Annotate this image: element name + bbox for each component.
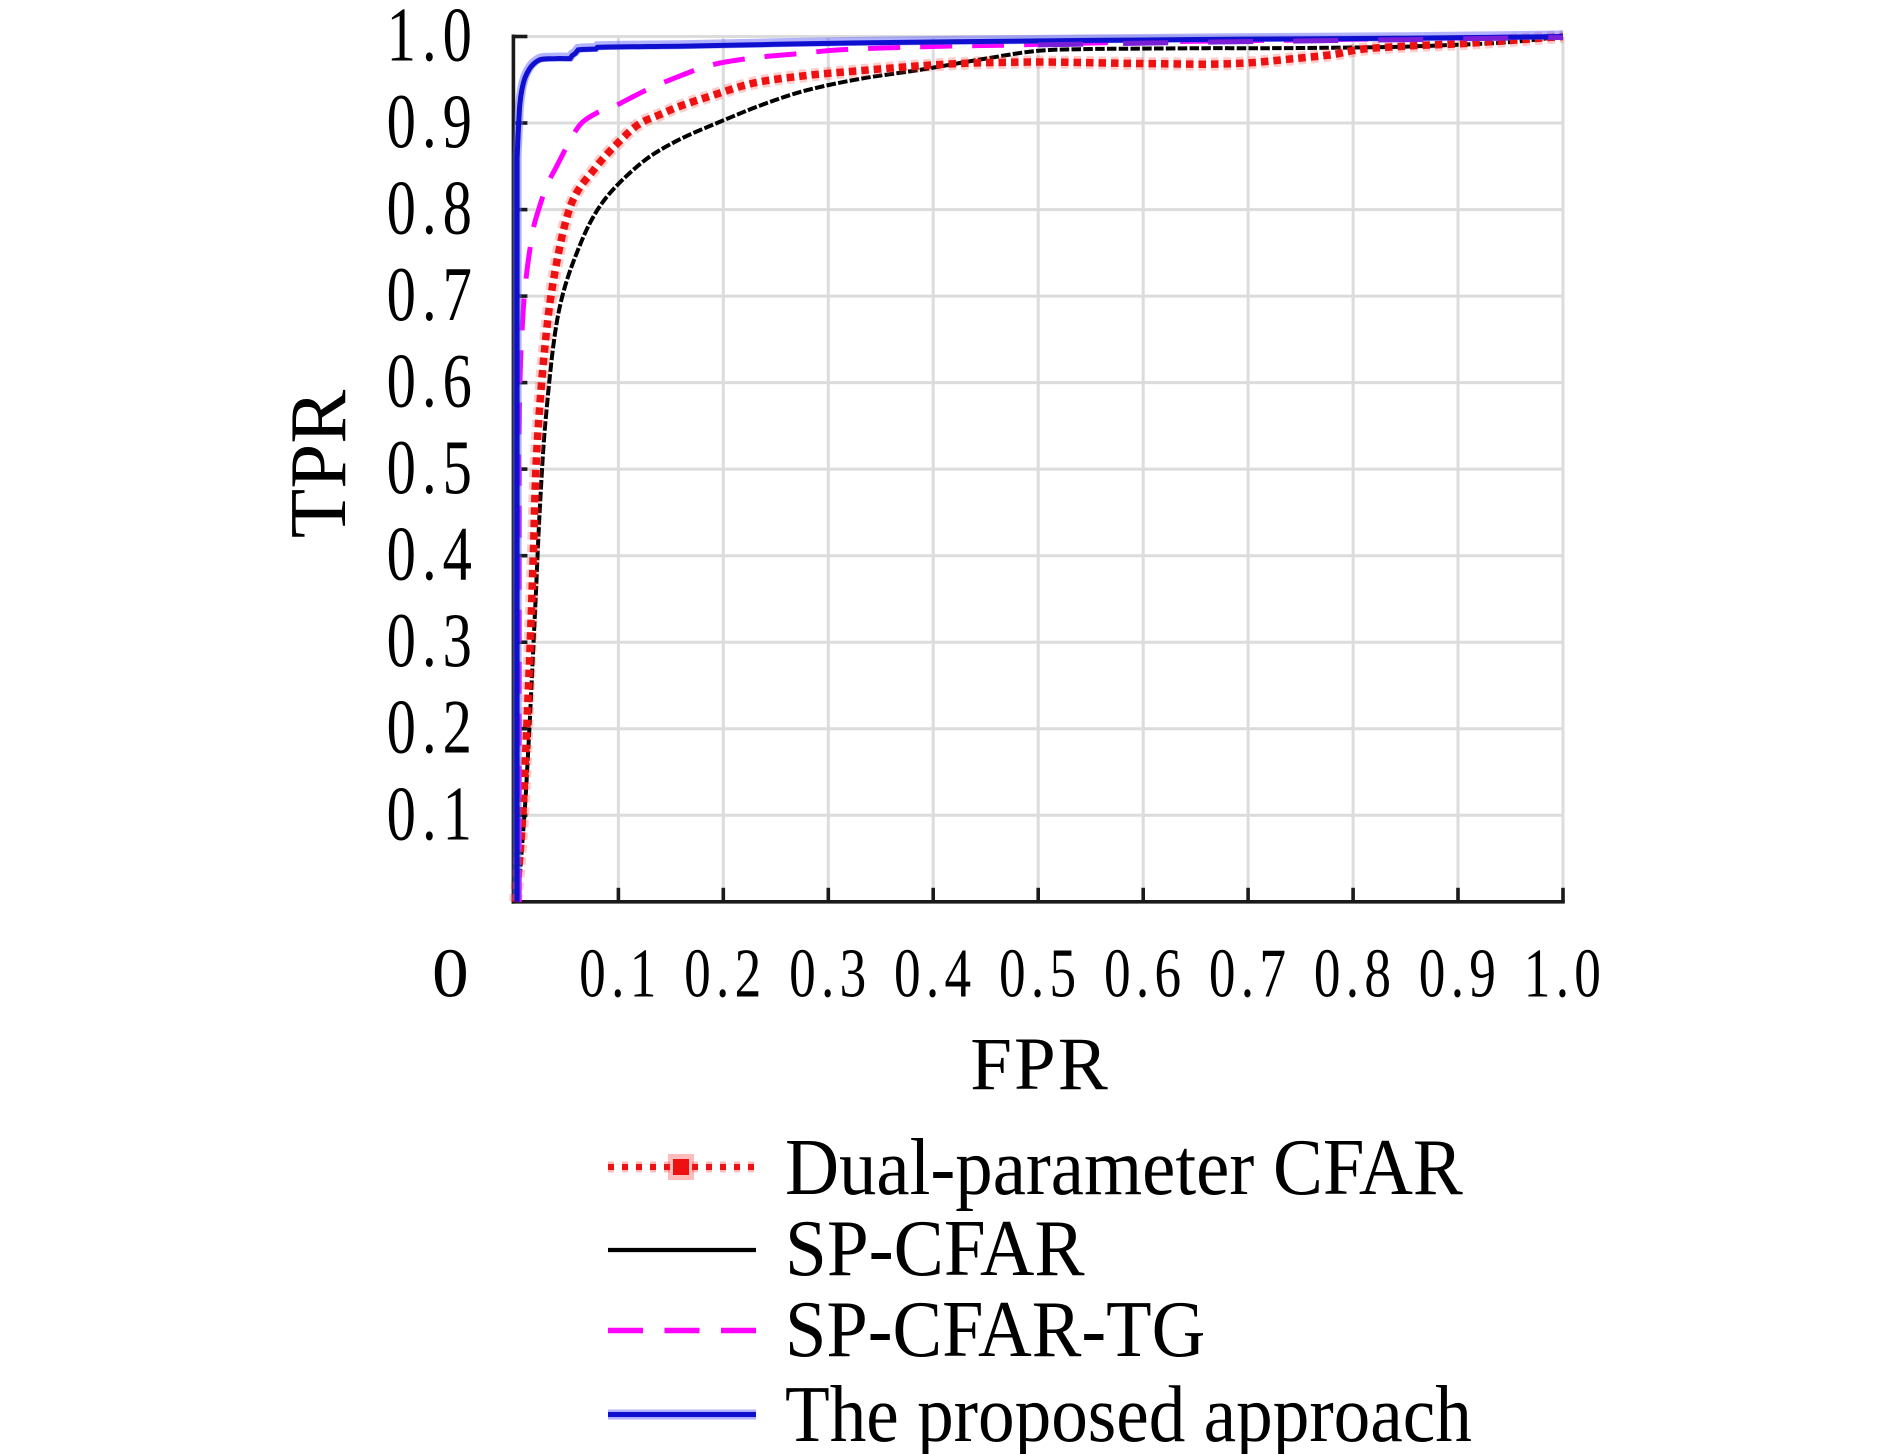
svg-text:0.3: 0.3 bbox=[789, 936, 871, 1013]
svg-text:SP-CFAR: SP-CFAR bbox=[785, 1204, 1085, 1293]
svg-text:0.5: 0.5 bbox=[999, 936, 1081, 1013]
svg-text:0.7: 0.7 bbox=[387, 251, 478, 337]
svg-text:The proposed approach: The proposed approach bbox=[785, 1370, 1472, 1454]
svg-text:0.8: 0.8 bbox=[387, 165, 478, 251]
svg-text:0.9: 0.9 bbox=[1419, 936, 1501, 1013]
svg-text:0: 0 bbox=[432, 934, 476, 1012]
svg-text:1.0: 1.0 bbox=[1524, 936, 1606, 1013]
svg-text:0.7: 0.7 bbox=[1209, 936, 1291, 1013]
svg-text:TPR: TPR bbox=[273, 390, 363, 539]
svg-text:0.1: 0.1 bbox=[387, 771, 478, 857]
svg-text:0.6: 0.6 bbox=[1104, 936, 1186, 1013]
svg-text:0.3: 0.3 bbox=[387, 598, 478, 684]
svg-text:0.5: 0.5 bbox=[387, 424, 478, 510]
svg-text:0.9: 0.9 bbox=[387, 78, 478, 164]
svg-text:0.1: 0.1 bbox=[579, 936, 661, 1013]
svg-text:0.2: 0.2 bbox=[684, 936, 766, 1013]
svg-text:SP-CFAR-TG: SP-CFAR-TG bbox=[785, 1285, 1205, 1374]
svg-text:Dual-parameter CFAR: Dual-parameter CFAR bbox=[785, 1123, 1463, 1212]
svg-text:0.4: 0.4 bbox=[894, 936, 976, 1013]
svg-text:FPR: FPR bbox=[970, 1023, 1109, 1106]
svg-text:0.4: 0.4 bbox=[387, 511, 478, 597]
svg-text:0.8: 0.8 bbox=[1314, 936, 1396, 1013]
svg-text:0.2: 0.2 bbox=[387, 684, 478, 770]
svg-text:0.6: 0.6 bbox=[387, 338, 478, 424]
svg-text:1.0: 1.0 bbox=[387, 0, 478, 77]
